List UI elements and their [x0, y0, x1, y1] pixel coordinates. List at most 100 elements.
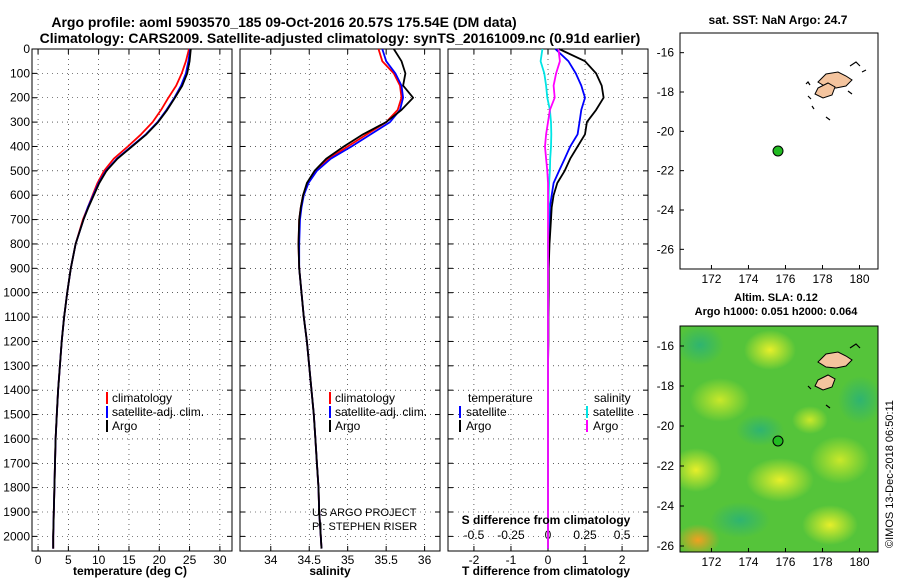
map-y-tick-label: -26	[657, 242, 675, 256]
sla-title-line2: Argo h1000: 0.051 h2000: 0.064	[695, 306, 859, 318]
depth-tick-label: 1500	[3, 408, 30, 422]
sla-argo-marker	[772, 435, 784, 447]
series-line-salinity-argo	[544, 48, 561, 549]
map-y-tick-label: -18	[657, 85, 675, 99]
x-tick-label: -2	[469, 553, 480, 567]
sla-map-frame	[679, 325, 879, 553]
island-vanua-levu	[814, 374, 836, 391]
difference-legend: temperature satellite Argo salinity sate…	[459, 391, 634, 433]
depth-tick-label: 600	[10, 188, 30, 202]
map-y-tick-label: -16	[657, 339, 675, 353]
legend-title-salinity: salinity	[594, 391, 631, 405]
x-tick-label: 0	[545, 553, 552, 567]
island-vanua-levu	[814, 82, 836, 99]
map-x-tick-label: 174	[738, 272, 758, 286]
sst-map-axes: 172 174 176 178 180 -16 -18 -20 -22 -24 -26	[657, 46, 870, 286]
s-difference-xlabel: S difference from climatology	[462, 513, 631, 527]
x-tick-label: 10	[92, 553, 106, 567]
sla-blob	[680, 448, 722, 492]
legend-label-satellite: satellite-adj. clim.	[112, 405, 204, 419]
sla-title-line1: Altim. SLA: 0.12	[734, 292, 818, 304]
sst-map-land	[805, 61, 867, 121]
map-x-tick-label: 180	[849, 555, 869, 569]
temperature-legend: climatology satellite-adj. clim. Argo	[106, 391, 204, 433]
x-tick-label: 34.5	[298, 553, 322, 567]
series-line-argo	[297, 48, 415, 549]
title-line2: Climatology: CARS2009. Satellite-adjuste…	[40, 30, 641, 46]
depth-tick-label: 800	[10, 237, 30, 251]
small-islands	[807, 343, 861, 409]
depth-tick-label: 1000	[3, 286, 30, 300]
sla-blob	[690, 378, 750, 422]
sla-blob	[680, 326, 724, 365]
map-y-tick-label: -22	[657, 164, 675, 178]
profile-series	[52, 48, 605, 549]
sla-map-axes: 172 174 176 178 180 -16 -18 -20 -22 -24 -26	[657, 339, 870, 569]
depth-tick-label: 1800	[3, 481, 30, 495]
legend-label-climatology: climatology	[112, 391, 172, 405]
series-line-temperature-satellite	[547, 48, 586, 549]
series-line-salinity-satellite	[539, 48, 553, 549]
x-tick-label: 20	[153, 553, 167, 567]
s-diff-tick-label: 0.5	[614, 528, 631, 542]
depth-tick-label: 500	[10, 164, 30, 178]
sla-blob	[810, 436, 870, 484]
sla-blob	[746, 458, 814, 502]
temperature-xlabel: temperature (deg C)	[73, 564, 187, 578]
depth-tick-label: 1900	[3, 505, 30, 519]
temperature-panel	[31, 48, 233, 552]
legend-label-t-satellite: satellite	[466, 405, 507, 419]
map-x-tick-label: 172	[701, 555, 721, 569]
depth-tick-label: 0	[23, 42, 30, 56]
title-line1: Argo profile: aoml 5903570_185 09-Oct-20…	[51, 14, 516, 30]
depth-axis: 0 100 200 300 400 500 600 700 800 900 1000 1100 1200…	[3, 42, 30, 543]
depth-tick-label: 2000	[3, 529, 30, 543]
series-line-temperature-argo	[547, 48, 605, 549]
legend-label-satellite: satellite-adj. clim.	[335, 405, 427, 419]
x-tick-label: 35	[341, 553, 355, 567]
salinity-xlabel: salinity	[309, 564, 351, 578]
s-diff-tick-label: 0.25	[573, 528, 597, 542]
map-x-tick-label: 178	[812, 555, 832, 569]
island-viti-levu	[817, 351, 853, 369]
x-tick-label: -1	[506, 553, 517, 567]
sla-blob	[802, 505, 858, 545]
series-line-satellite-adj-clim-	[52, 48, 192, 549]
map-y-tick-label: -18	[657, 379, 675, 393]
map-y-tick-label: -22	[657, 459, 675, 473]
sla-map-land	[807, 343, 861, 409]
x-tick-label: 5	[65, 553, 72, 567]
x-tick-label: 35.5	[374, 553, 398, 567]
map-y-tick-label: -20	[657, 419, 675, 433]
sla-blob	[744, 330, 796, 370]
depth-tick-label: 100	[10, 66, 30, 80]
depth-tick-label: 1700	[3, 456, 30, 470]
depth-tick-label: 1200	[3, 334, 30, 348]
legend-label-argo: Argo	[112, 419, 138, 433]
legend-label-s-satellite: satellite	[593, 405, 634, 419]
depth-tick-label: 400	[10, 139, 30, 153]
sla-blob	[680, 524, 720, 552]
map-y-tick-label: -26	[657, 539, 675, 553]
map-y-tick-label: -24	[657, 499, 675, 513]
sla-blob	[736, 414, 784, 446]
sst-argo-marker	[772, 145, 784, 157]
x-tick-label: 2	[619, 553, 626, 567]
depth-tick-label: 700	[10, 213, 30, 227]
x-tick-label: 15	[122, 553, 136, 567]
imos-watermark: ©IMOS 13-Dec-2018 06:50:11	[884, 400, 896, 548]
x-tick-label: 30	[213, 553, 227, 567]
depth-tick-label: 300	[10, 115, 30, 129]
sla-blob	[710, 502, 770, 538]
salinity-panel	[239, 48, 441, 552]
map-x-tick-label: 176	[775, 272, 795, 286]
series-line-satellite-adj-clim-	[298, 48, 405, 549]
legend-label-s-argo: Argo	[593, 419, 619, 433]
x-axes: 0 5 10 15 20 25 30 34 34.5 35 35.5 36 -2 -1 0 1 2 -0.5 -0.…	[35, 528, 631, 567]
map-x-tick-label: 176	[775, 555, 795, 569]
depth-tick-label: 200	[10, 91, 30, 105]
depth-tick-label: 900	[10, 261, 30, 275]
x-tick-label: 0	[35, 553, 42, 567]
map-x-tick-label: 178	[812, 272, 832, 286]
credit-pi: PI: STEPHEN RISER	[312, 521, 417, 533]
